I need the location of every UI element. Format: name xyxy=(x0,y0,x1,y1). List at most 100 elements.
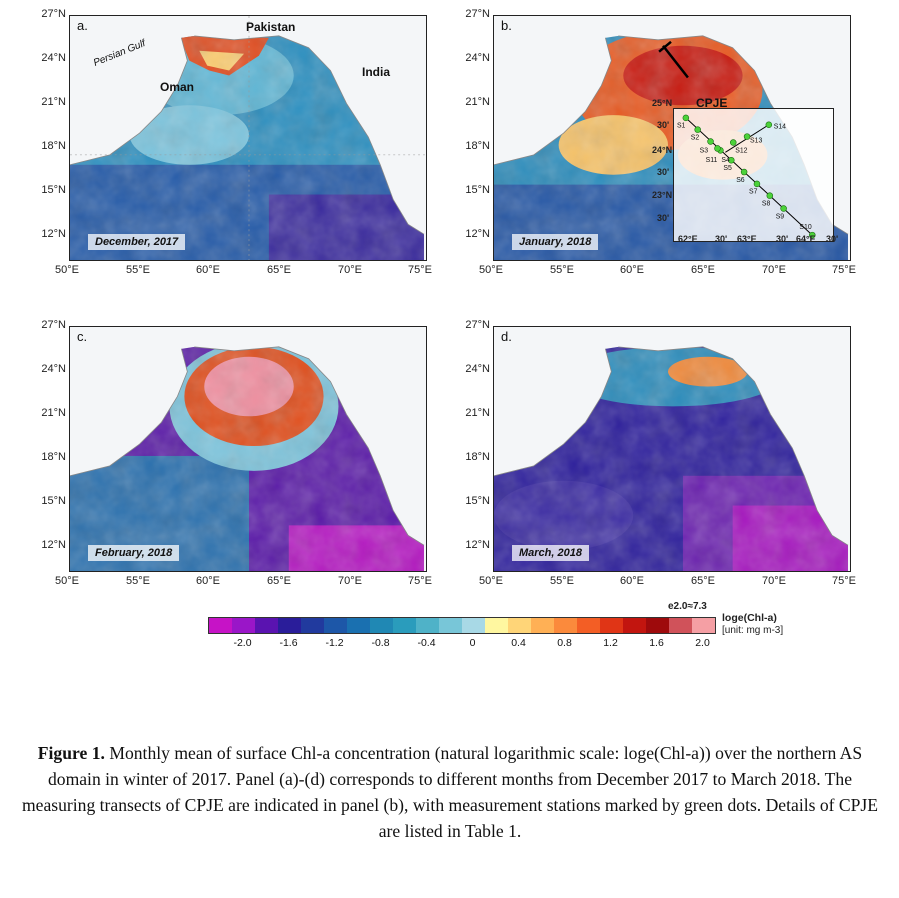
station-s14: S14 xyxy=(774,124,786,131)
inset-lon-tick: 64°E xyxy=(796,234,816,244)
colorbar-swatch xyxy=(324,618,347,633)
station-s2: S2 xyxy=(691,135,700,142)
lon-tick: 65°E xyxy=(267,264,291,276)
lat-tick: 18°N xyxy=(465,140,490,152)
inset-lat-tick: 30' xyxy=(657,213,670,223)
lon-tick: 75°E xyxy=(832,264,856,276)
lon-tick: 70°E xyxy=(762,575,786,587)
station-s5: S5 xyxy=(723,165,732,172)
lat-tick: 27°N xyxy=(41,8,66,20)
pakistan-label: Pakistan xyxy=(246,20,296,34)
month-label: February, 2018 xyxy=(88,545,180,561)
inset-lon-tick: 30' xyxy=(776,234,789,244)
colorbar-tick: 1.6 xyxy=(649,637,664,649)
colorbar-tick: -1.6 xyxy=(279,637,298,649)
panel-letter: d. xyxy=(501,329,512,344)
station-s9: S9 xyxy=(776,213,785,220)
lat-tick: 27°N xyxy=(465,8,490,20)
lat-tick: 15°N xyxy=(41,495,66,507)
colorbar-swatch xyxy=(600,618,623,633)
colorbar-swatch xyxy=(232,618,255,633)
lat-tick: 21°N xyxy=(465,407,490,419)
caption-label: Figure 1. xyxy=(37,743,105,763)
colorbar-tick: 0 xyxy=(469,637,476,649)
lon-tick: 60°E xyxy=(196,575,220,587)
colorbar-swatch xyxy=(623,618,646,633)
colorbar-max-note: e2.0≈7.3 xyxy=(668,601,707,612)
panel-a: a. Persian Gulf Pakistan Oman India Dece… xyxy=(69,15,427,261)
month-label: January, 2018 xyxy=(512,234,599,250)
lon-tick: 55°E xyxy=(126,264,150,276)
station-map: S1 S2 S3 S4 S5 S6 S7 S8 S9 S10 S11 S12 S… xyxy=(677,114,816,239)
colorbar-swatch xyxy=(669,618,692,633)
lat-tick: 15°N xyxy=(465,184,490,196)
lon-tick: 50°E xyxy=(479,575,503,587)
lat-tick: 21°N xyxy=(41,407,66,419)
colorbar-swatch xyxy=(301,618,324,633)
lat-tick: 18°N xyxy=(465,451,490,463)
lon-tick: 75°E xyxy=(832,575,856,587)
lat-tick: 24°N xyxy=(465,363,490,375)
colorbar-swatch xyxy=(209,618,232,633)
lon-tick: 50°E xyxy=(55,575,79,587)
station-s7: S7 xyxy=(749,189,758,196)
colorbar-swatch xyxy=(278,618,301,633)
lat-tick: 15°N xyxy=(41,184,66,196)
colorbar-tick: -1.2 xyxy=(325,637,344,649)
station-s4: S4 xyxy=(721,157,730,164)
colorbar-swatch xyxy=(370,618,393,633)
colorbar-swatch xyxy=(554,618,577,633)
lat-tick: 24°N xyxy=(41,363,66,375)
lat-tick: 12°N xyxy=(465,228,490,240)
inset-lat-tick: 30' xyxy=(657,167,670,177)
inset-lon-tick: 63°E xyxy=(737,234,757,244)
chl-map-a xyxy=(70,16,426,260)
inset-lon-tick: 30' xyxy=(715,234,728,244)
inset-lat-tick: 24°N xyxy=(652,145,673,155)
cpje-inset-map: S1 S2 S3 S4 S5 S6 S7 S8 S9 S10 S11 S12 S… xyxy=(673,108,834,242)
colorbar-swatch xyxy=(462,618,485,633)
inset-lat-tick: 23°N xyxy=(652,190,673,200)
lon-tick: 70°E xyxy=(762,264,786,276)
colorbar-swatch xyxy=(508,618,531,633)
panel-d: d. March, 2018 xyxy=(493,326,851,572)
lat-tick: 15°N xyxy=(465,495,490,507)
chl-map-d xyxy=(494,346,849,571)
chl-map-c xyxy=(70,346,425,571)
lon-tick: 55°E xyxy=(126,575,150,587)
inset-lon-tick: 62°E xyxy=(678,234,698,244)
station-s1: S1 xyxy=(677,123,686,130)
colorbar-swatch xyxy=(531,618,554,633)
colorbar-tick: -0.8 xyxy=(371,637,390,649)
colorbar-title: loge(Chl-a) xyxy=(722,612,777,624)
lat-tick: 27°N xyxy=(41,319,66,331)
lat-tick: 12°N xyxy=(465,539,490,551)
colorbar-swatch xyxy=(577,618,600,633)
inset-lat-tick: 25°N xyxy=(652,98,673,108)
inset-lat-tick: 30' xyxy=(657,120,670,130)
lon-tick: 60°E xyxy=(620,264,644,276)
station-s12: S12 xyxy=(735,147,747,154)
station-s8: S8 xyxy=(762,201,771,208)
month-label: March, 2018 xyxy=(512,545,589,561)
colorbar-tick: 0.4 xyxy=(511,637,526,649)
station-s6: S6 xyxy=(736,177,745,184)
lon-tick: 55°E xyxy=(550,575,574,587)
panel-c: c. February, 2018 xyxy=(69,326,427,572)
panel-letter: b. xyxy=(501,18,512,33)
lat-tick: 12°N xyxy=(41,228,66,240)
lat-tick: 12°N xyxy=(41,539,66,551)
colorbar-tick: 0.8 xyxy=(557,637,572,649)
colorbar-swatch xyxy=(692,618,715,633)
colorbar-unit: [unit: mg m-3] xyxy=(722,625,784,636)
colorbar-swatch xyxy=(393,618,416,633)
colorbar xyxy=(208,617,716,634)
colorbar-swatch xyxy=(347,618,370,633)
lon-tick: 70°E xyxy=(338,575,362,587)
colorbar-swatch xyxy=(416,618,439,633)
lon-tick: 75°E xyxy=(408,575,432,587)
station-s13: S13 xyxy=(750,137,762,144)
colorbar-swatch xyxy=(439,618,462,633)
colorbar-tick: 1.2 xyxy=(603,637,618,649)
colorbar-swatch xyxy=(255,618,278,633)
